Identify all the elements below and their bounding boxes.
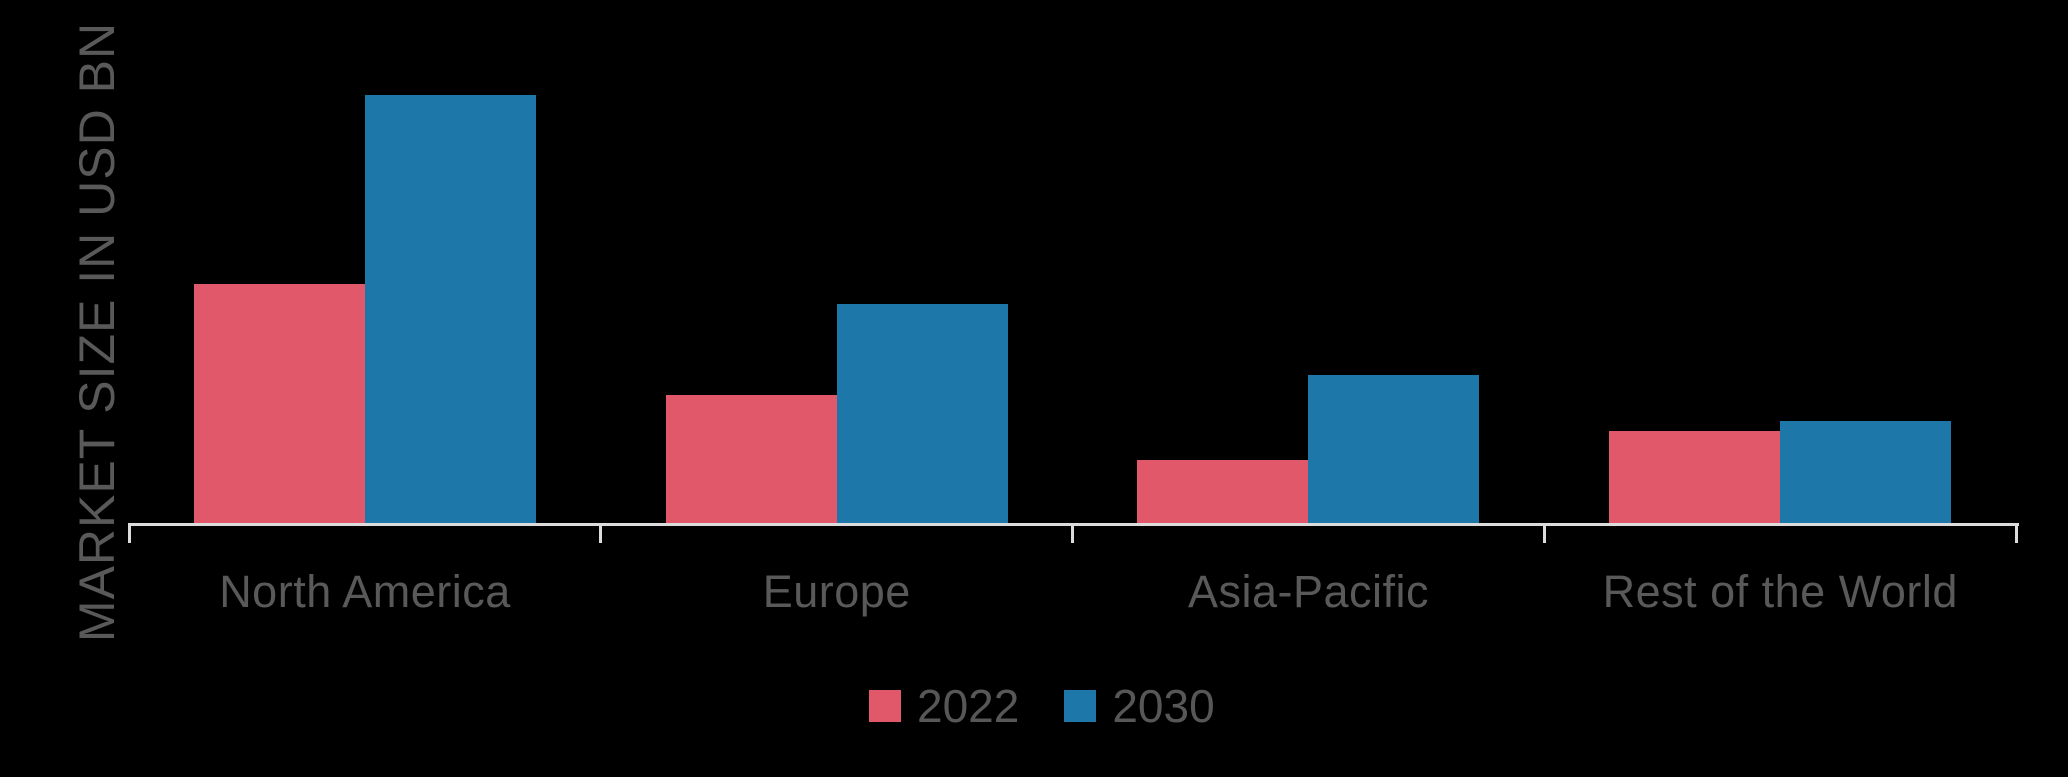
bar-2030-north-america [364, 95, 536, 523]
category-label: Asia-Pacific [1187, 566, 1430, 617]
bar-2030-rest-of-the-world [1780, 421, 1952, 523]
x-axis-tick [1071, 523, 1074, 543]
bar-2022-rest-of-the-world [1609, 431, 1781, 523]
y-axis-label: MARKET SIZE IN USD BN [69, 21, 125, 643]
bar-2022-north-america [193, 284, 365, 523]
x-axis-line [129, 523, 2019, 526]
legend-swatch-2022 [869, 690, 901, 722]
legend-item-2030: 2030 [1064, 680, 1215, 732]
bar-2022-asia-pacific [1137, 460, 1309, 523]
legend-swatch-2030 [1064, 690, 1097, 722]
legend-label-2030: 2030 [1112, 680, 1215, 732]
bar-2030-europe [836, 304, 1008, 523]
x-axis-tick [127, 523, 131, 543]
category-label: North America [219, 566, 511, 617]
category-label: Europe [762, 566, 911, 617]
legend-item-2022: 2022 [869, 683, 1019, 729]
bar-2030-asia-pacific [1308, 375, 1480, 523]
x-axis-tick [1542, 523, 1546, 543]
x-axis-tick [599, 523, 603, 543]
x-axis-tick [2014, 523, 2018, 543]
category-label: Rest of the World [1602, 566, 1958, 617]
bar-2022-europe [665, 395, 837, 523]
legend-label-2022: 2022 [917, 680, 1020, 732]
legend: 2022 2030 [869, 683, 1215, 729]
